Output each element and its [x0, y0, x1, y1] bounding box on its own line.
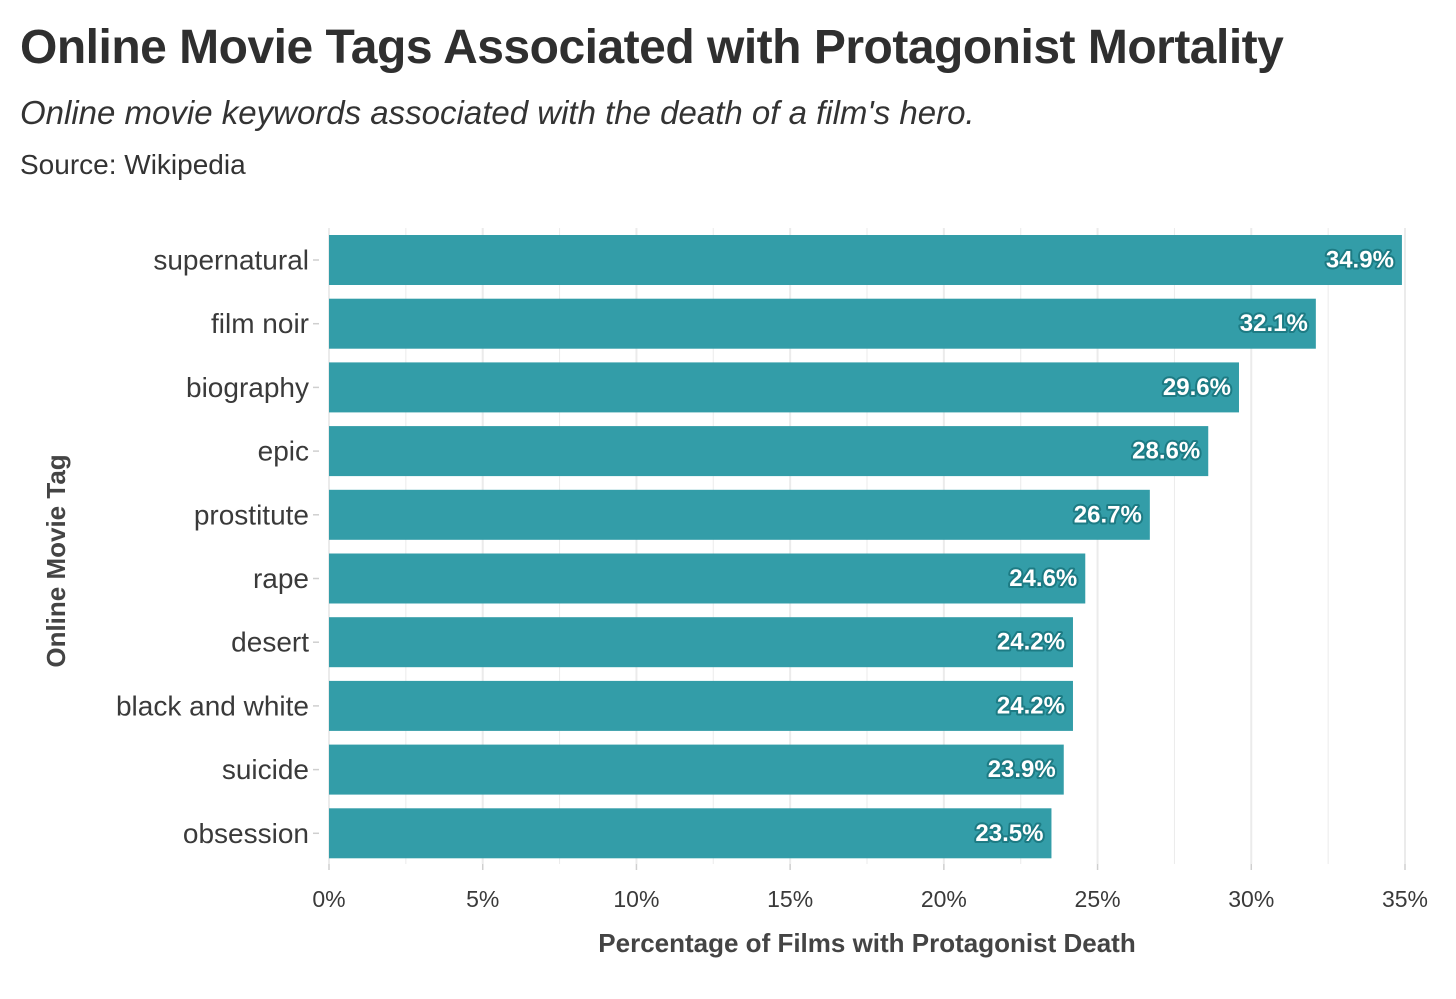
bar	[329, 489, 1150, 540]
x-axis-tick-label: 5%	[466, 886, 499, 912]
x-axis-tick-label: 10%	[613, 886, 659, 912]
bar	[329, 426, 1209, 477]
bar	[329, 680, 1073, 731]
x-axis-tick-label: 0%	[312, 886, 345, 912]
bar-value-label: 23.9%	[988, 756, 1056, 783]
bar-value-label: 24.6%	[1009, 565, 1077, 592]
y-axis-tick-label: obsession	[183, 818, 309, 849]
y-axis-tick-label: desert	[231, 627, 309, 658]
chart-source-caption: Source: Wikipedia	[20, 149, 246, 180]
bar	[329, 808, 1052, 859]
y-axis-tick-label: prostitute	[194, 499, 309, 530]
x-axis-tick-label: 30%	[1228, 886, 1274, 912]
y-axis-tick-label: film noir	[211, 308, 309, 339]
bar	[329, 298, 1316, 349]
bar	[329, 553, 1086, 604]
bar-value-label: 28.6%	[1132, 438, 1200, 465]
x-axis-tick-label: 20%	[921, 886, 967, 912]
y-axis-tick-label: supernatural	[153, 245, 309, 276]
bar-value-label: 29.6%	[1163, 374, 1231, 401]
x-axis-tick-label: 25%	[1075, 886, 1121, 912]
data-labels: 34.9% 32.1% 29.6% 28.6% 26.7% 24.6% 24.2% 24.2%…	[973, 245, 1396, 849]
y-axis-tick-labels: supernatural film noir biography epic prosti…	[116, 245, 309, 849]
x-axis-tick-label: 15%	[767, 886, 813, 912]
x-axis-tick-label: 35%	[1382, 886, 1428, 912]
y-axis-tick-label: biography	[186, 372, 309, 403]
bar	[329, 362, 1239, 413]
bar	[329, 235, 1402, 285]
bar-value-label: 34.9%	[1326, 247, 1394, 274]
chart-title: Online Movie Tags Associated with Protag…	[20, 21, 1284, 74]
chart-subtitle: Online movie keywords associated with th…	[20, 94, 975, 131]
y-axis-tick-label: suicide	[222, 754, 309, 785]
bar	[329, 617, 1073, 668]
bar-value-label: 32.1%	[1240, 310, 1308, 337]
bar-value-label: 24.2%	[997, 692, 1065, 719]
y-axis-tick-label: epic	[258, 436, 309, 467]
bar-value-label: 23.5%	[975, 820, 1043, 847]
bars	[329, 235, 1402, 859]
bar-value-label: 26.7%	[1074, 501, 1142, 528]
bar	[329, 744, 1064, 795]
bar-value-label: 24.2%	[997, 629, 1065, 656]
y-axis-tick-label: black and white	[116, 690, 309, 721]
y-axis-title: Online Movie Tag	[41, 454, 71, 667]
y-axis-tick-label: rape	[253, 563, 309, 594]
x-axis-title: Percentage of Films with Protagonist Dea…	[598, 928, 1135, 958]
x-axis-tick-labels: 0% 5% 10% 15% 20% 25% 30% 35%	[312, 886, 1428, 912]
